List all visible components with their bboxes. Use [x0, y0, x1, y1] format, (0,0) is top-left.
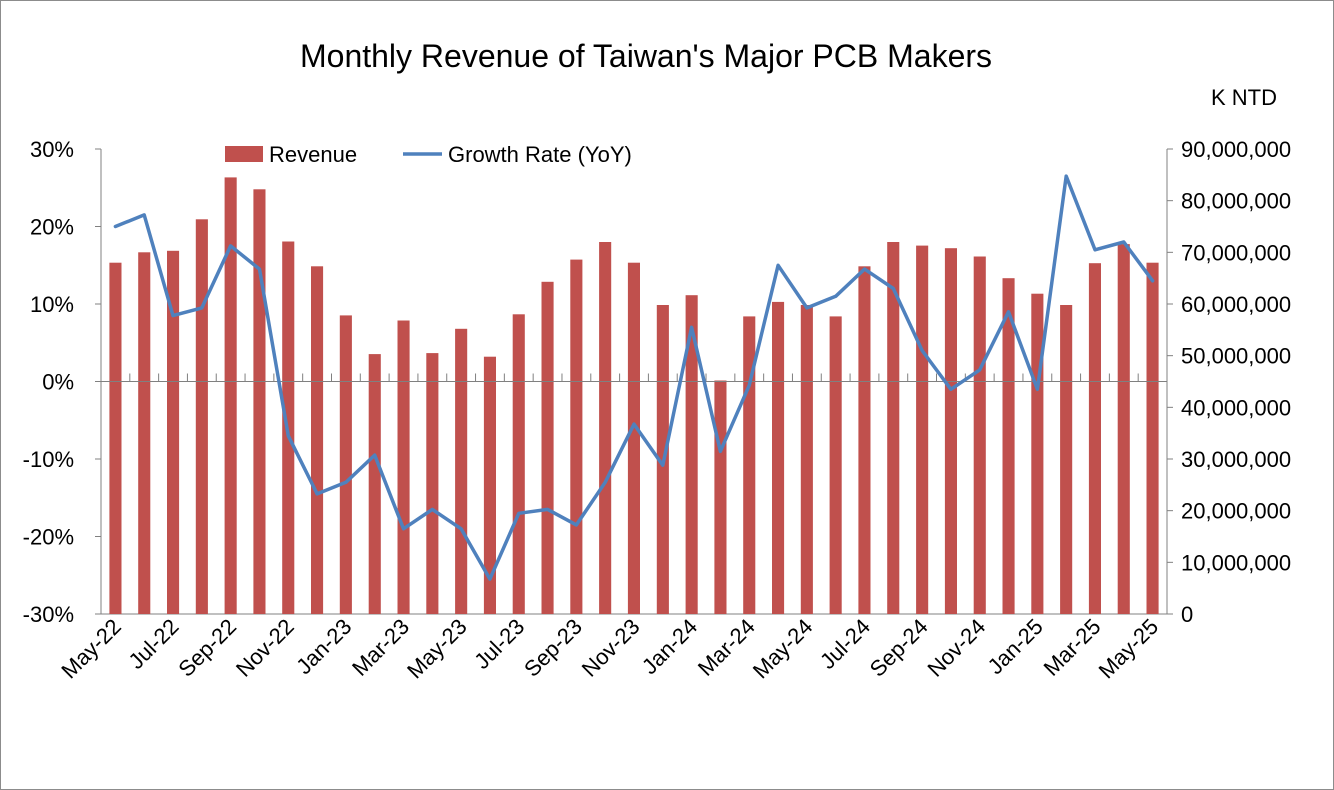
x-axis-tick-label: Mar-25: [1039, 614, 1106, 681]
right-axis-tick-label: 40,000,000: [1181, 395, 1291, 420]
x-axis-tick-label: Mar-23: [347, 614, 414, 681]
right-axis-tick-label: 60,000,000: [1181, 292, 1291, 317]
revenue-bar: [195, 219, 208, 615]
revenue-bar: [973, 256, 986, 614]
right-axis-tick-label: 20,000,000: [1181, 499, 1291, 524]
growth-rate-line: [113, 174, 1155, 581]
x-axis-tick-label: Jan-25: [983, 614, 1048, 679]
revenue-bar: [1002, 278, 1015, 614]
right-axis-tick-label: 10,000,000: [1181, 550, 1291, 575]
x-axis-tick-label: Sep-24: [865, 614, 933, 682]
right-axis-tick-label: 70,000,000: [1181, 240, 1291, 265]
legend: Revenue Growth Rate (YoY): [225, 142, 632, 167]
revenue-bar: [541, 281, 554, 614]
left-axis-tick-label: -30%: [23, 602, 74, 627]
revenue-bar: [916, 245, 929, 614]
left-axis-tick-label: 20%: [30, 215, 74, 240]
left-axis-tick-label: 30%: [30, 137, 74, 162]
revenue-bar: [570, 259, 583, 614]
x-axis-tick-label: Mar-24: [693, 614, 760, 681]
legend-label-revenue: Revenue: [269, 142, 357, 167]
x-axis-tick-label: Nov-24: [922, 614, 990, 682]
revenue-bar: [1031, 293, 1044, 614]
x-axis-tick-label: Nov-23: [577, 614, 645, 682]
right-axis-tick-label: 0: [1181, 602, 1193, 627]
revenue-bar: [772, 301, 785, 614]
revenue-bar: [455, 328, 468, 614]
right-axis-tick-label: 30,000,000: [1181, 447, 1291, 472]
revenue-bar: [1060, 305, 1073, 614]
revenue-bar: [109, 262, 122, 614]
revenue-bar: [829, 316, 842, 614]
revenue-bar: [1117, 244, 1130, 614]
revenue-bar: [253, 189, 266, 615]
revenue-bar: [858, 266, 871, 614]
revenue-bar: [944, 248, 957, 614]
revenue-bar: [1088, 263, 1101, 614]
revenue-bar: [627, 262, 640, 614]
revenue-bar: [714, 380, 727, 614]
x-axis-tick-label: May-24: [748, 614, 818, 684]
revenue-bar: [887, 242, 900, 614]
x-axis-tick-label: Nov-22: [231, 614, 299, 682]
right-axis-unit-label: K NTD: [1211, 85, 1277, 110]
revenue-bar: [339, 315, 352, 614]
revenue-bar: [368, 354, 381, 614]
x-axis-tick-label: Jan-24: [637, 614, 702, 679]
revenue-bar: [167, 250, 180, 615]
left-axis-tick-labels: 30% 20% 10% 0% -10% -20% -30%: [23, 137, 74, 627]
left-axis-tick-label: -10%: [23, 447, 74, 472]
revenue-bar: [599, 242, 612, 614]
left-axis-tick-label: 10%: [30, 292, 74, 317]
right-axis-tick-labels: 90,000,000 80,000,000 70,000,000 60,000,000…: [1181, 137, 1291, 627]
left-axis-tick-label: -20%: [23, 525, 74, 550]
x-axis-tick-label: Sep-22: [173, 614, 241, 682]
legend-swatch-revenue: [225, 146, 263, 162]
revenue-bar: [311, 266, 324, 614]
revenue-bar: [512, 314, 525, 614]
left-axis-tick-label: 0%: [42, 370, 74, 395]
x-axis-tick-label: Sep-23: [519, 614, 587, 682]
revenue-bar: [483, 356, 496, 614]
revenue-bar: [397, 320, 410, 614]
revenue-bar: [224, 177, 237, 614]
right-axis-tick-label: 50,000,000: [1181, 344, 1291, 369]
chart-title: Monthly Revenue of Taiwan's Major PCB Ma…: [300, 38, 992, 74]
revenue-bar: [800, 305, 813, 614]
revenue-bar: [138, 252, 151, 615]
revenue-bars: [109, 177, 1159, 615]
right-axis-tick-label: 80,000,000: [1181, 189, 1291, 214]
legend-label-growth-rate: Growth Rate (YoY): [448, 142, 632, 167]
right-axis-tick-label: 90,000,000: [1181, 137, 1291, 162]
x-axis-tick-label: May-23: [402, 614, 472, 684]
revenue-bar: [1146, 262, 1159, 614]
x-axis-tick-label: Jan-23: [291, 614, 356, 679]
x-axis-tick-labels: May-22Jul-22Sep-22Nov-22Jan-23Mar-23May-…: [56, 614, 1163, 684]
revenue-bar: [685, 295, 698, 614]
revenue-bar: [426, 353, 439, 614]
x-axis-tick-label: May-25: [1094, 614, 1164, 684]
